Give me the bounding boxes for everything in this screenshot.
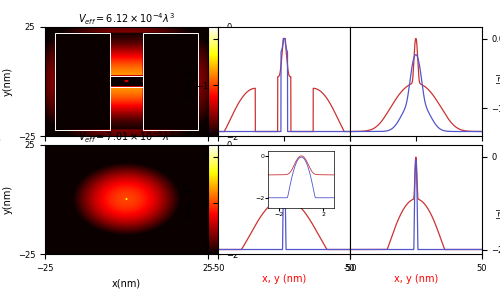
Title: $V_{eff} = 6.12\times10^{-4}\lambda^3$: $V_{eff} = 6.12\times10^{-4}\lambda^3$: [78, 11, 174, 27]
Y-axis label: $\log_{10}|E|$: $\log_{10}|E|$: [182, 63, 195, 100]
Text: (a): (a): [0, 17, 1, 27]
X-axis label: x(nm): x(nm): [112, 278, 141, 289]
X-axis label: x, y (nm): x, y (nm): [394, 274, 438, 284]
Y-axis label: y(nm): y(nm): [2, 185, 12, 214]
Text: $|E|^2$: $|E|^2$: [492, 72, 500, 89]
Title: $V_{eff} = 7.01 \times10^{-5}\lambda^3$: $V_{eff} = 7.01 \times10^{-5}\lambda^3$: [78, 129, 174, 145]
Y-axis label: $\log_{10}|E|$: $\log_{10}|E|$: [182, 181, 195, 218]
Text: $|E|^2$: $|E|^2$: [492, 207, 500, 224]
Y-axis label: y(nm): y(nm): [2, 67, 12, 96]
Text: (b): (b): [0, 135, 2, 145]
Bar: [142, 33, 198, 129]
Bar: [110, 76, 142, 87]
X-axis label: x, y (nm): x, y (nm): [262, 274, 306, 284]
Bar: [55, 33, 110, 129]
